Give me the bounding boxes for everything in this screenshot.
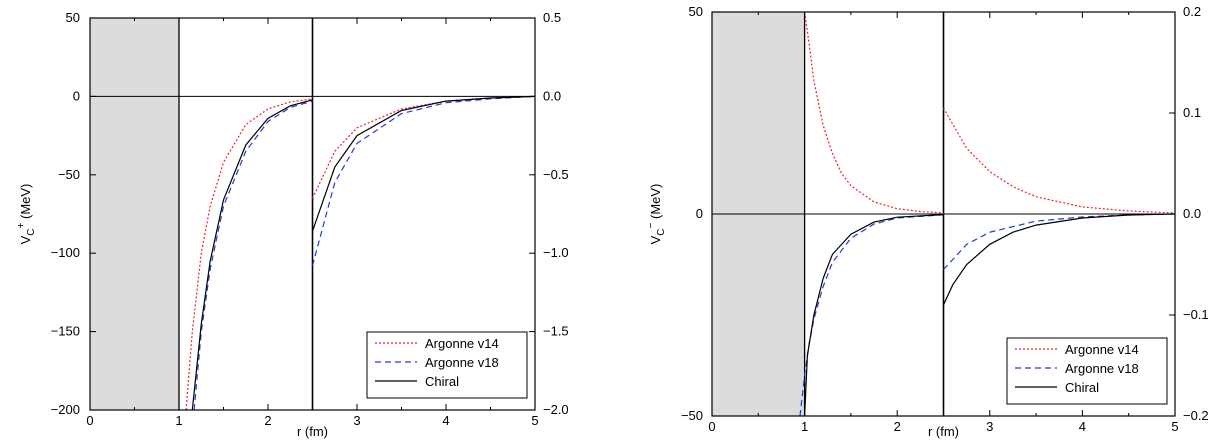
y-right-tick-label: 0.1: [1183, 105, 1201, 120]
y-left-tick-label: −200: [51, 402, 80, 417]
y-axis-label: VC− (MeV): [646, 184, 667, 245]
x-tick-label: 5: [1171, 419, 1178, 434]
x-tick-label: 5: [531, 413, 538, 428]
x-tick-label: 2: [894, 419, 901, 434]
y-right-tick-label: 0.0: [1183, 206, 1201, 221]
x-tick-label: 3: [986, 419, 993, 434]
y-axis-label: VC+ (MeV): [16, 184, 37, 245]
chart-panel-right: 0 1 2 3 4 5 50 0 −50 0.2 0.1 0.0 −0.1 −0.2 r (fm) VC− (…: [646, 4, 1209, 439]
legend-label-chiral: Chiral: [1065, 380, 1099, 395]
x-tick-label: 2: [264, 413, 271, 428]
y-right-tick-label: −0.1: [1183, 307, 1209, 322]
legend-label-argonne-v18: Argonne v18: [1065, 361, 1139, 376]
x-axis-label: r (fm): [297, 424, 328, 439]
legend: Argonne v14 Argonne v18 Chiral: [366, 331, 528, 399]
series-line-chiral-inner: [191, 99, 313, 410]
legend-box: [1006, 337, 1168, 405]
x-tick-label: 0: [708, 419, 715, 434]
series-line-argonne-v14-inner: [185, 98, 313, 410]
y-axis-label-sup: −: [646, 222, 657, 228]
y-right-tick-label: −2.0: [543, 402, 569, 417]
series-group: [185, 95, 535, 410]
x-tick-label: 0: [86, 413, 93, 428]
y-axis-label-sub: C: [656, 228, 667, 235]
chart-panel-left: 0 1 2 3 4 5 50 0 −50 −100 −150 −200 0.5 0.0 −0.5 −1.0 −1…: [16, 10, 569, 439]
x-axis-label: r (fm): [928, 424, 959, 439]
y-left-tick-label: −50: [58, 167, 80, 182]
y-right-tick-label: −0.2: [1183, 408, 1209, 423]
series-line-chiral-inner: [804, 214, 944, 416]
legend-label-argonne-v18: Argonne v18: [425, 355, 499, 370]
y-axis-label-rest: (MeV): [648, 184, 663, 223]
y-left-tick-label: 50: [689, 4, 703, 19]
y-axis-label-sub: C: [26, 228, 37, 235]
y-right-tick-label: −1.0: [543, 245, 569, 260]
x-tick-label: 1: [801, 419, 808, 434]
y-right-tick-label: −1.5: [543, 324, 569, 339]
legend-label-argonne-v14: Argonne v14: [1065, 342, 1139, 357]
y-axis-label-main: V: [18, 235, 33, 244]
y-left-tick-label: −150: [51, 324, 80, 339]
x-tick-label: 4: [1079, 419, 1086, 434]
y-left-tick-label: 0: [696, 206, 703, 221]
series-group: [799, 12, 1175, 416]
x-tick-label: 1: [175, 413, 182, 428]
series-line-argonne-v18-inner: [193, 100, 313, 410]
x-tick-label: 4: [442, 413, 449, 428]
series-line-argonne-v14-inner: [804, 12, 944, 214]
series-line-argonne-v18-inner: [799, 214, 944, 416]
legend-box: [366, 331, 528, 399]
legend-label-argonne-v14: Argonne v14: [425, 336, 499, 351]
y-left-tick-label: 50: [66, 10, 80, 25]
y-left-tick-label: −100: [51, 245, 80, 260]
excluded-region-shade: [90, 18, 179, 410]
series-line-argonne-v14-outer: [311, 95, 535, 199]
y-right-tick-label: 0.2: [1183, 4, 1201, 19]
series-line-chiral-outer: [311, 95, 535, 232]
y-right-tick-label: 0.5: [543, 10, 561, 25]
series-line-argonne-v14-outer: [942, 107, 1175, 214]
y-left-tick-label: −50: [681, 408, 703, 423]
x-tick-label: 3: [353, 413, 360, 428]
legend: Argonne v14 Argonne v18 Chiral: [1006, 337, 1168, 405]
series-line-argonne-v18-outer: [311, 95, 535, 266]
y-axis-label-main: V: [648, 235, 663, 244]
legend-label-chiral: Chiral: [425, 374, 459, 389]
series-line-argonne-v18-outer: [943, 213, 1175, 270]
y-left-tick-label: 0: [73, 88, 80, 103]
series-line-chiral-outer: [942, 213, 1175, 306]
y-axis-label-rest: (MeV): [18, 184, 33, 223]
y-axis-label-sup: +: [16, 222, 27, 228]
y-right-tick-label: 0.0: [543, 88, 561, 103]
y-right-tick-label: −0.5: [543, 167, 569, 182]
